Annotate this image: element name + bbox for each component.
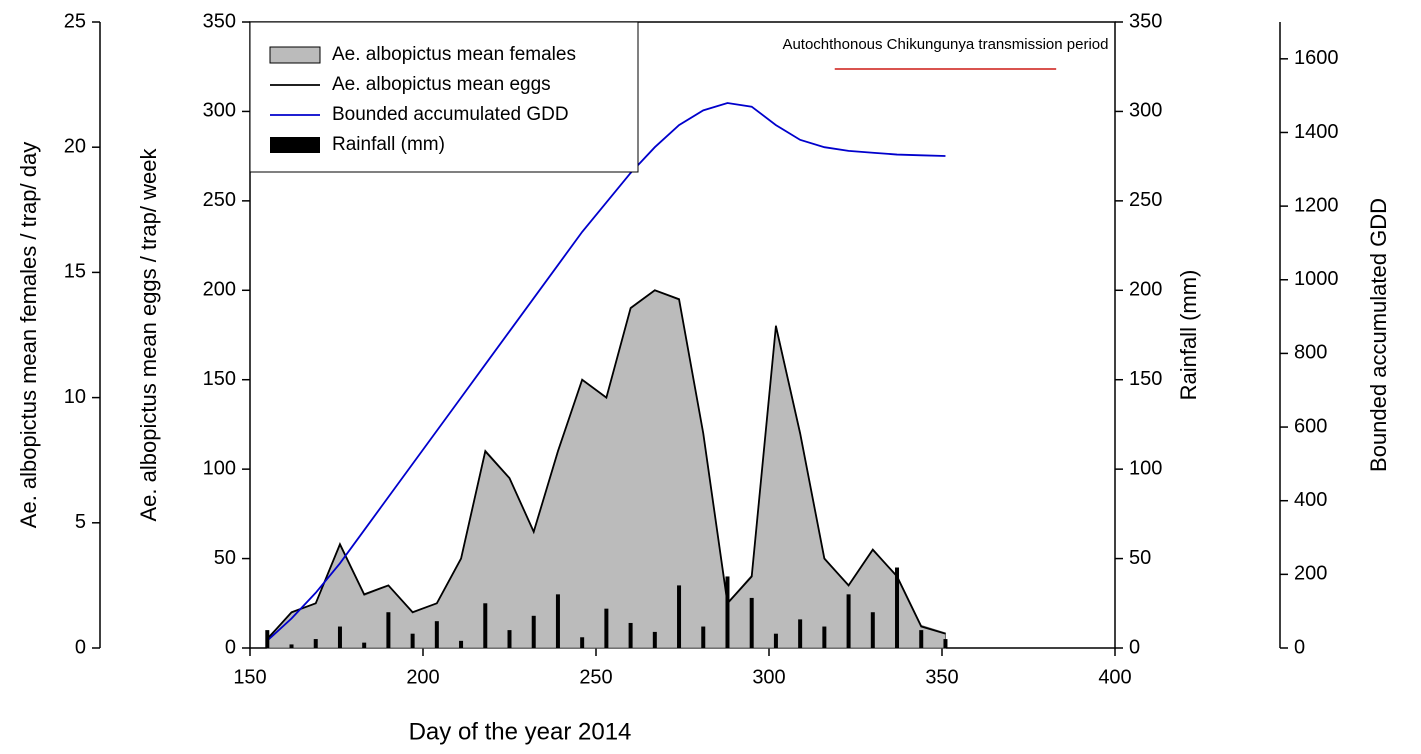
rain-bar — [847, 594, 851, 648]
rain-bar — [774, 634, 778, 648]
y-tick-label: 600 — [1294, 415, 1327, 437]
x-tick-label: 200 — [406, 666, 439, 688]
y-tick-label: 250 — [1129, 189, 1162, 211]
y-tick-label: 350 — [1129, 10, 1162, 32]
y-tick-label: 0 — [1129, 636, 1140, 658]
legend-swatch — [270, 47, 320, 63]
rain-bar — [483, 603, 487, 648]
x-tick-label: 300 — [752, 666, 785, 688]
y-tick-label: 150 — [203, 368, 236, 390]
rain-bar — [532, 616, 536, 648]
rain-bar — [459, 641, 463, 648]
rain-bar — [362, 643, 366, 648]
y-tick-label: 250 — [203, 189, 236, 211]
rain-bar — [653, 632, 657, 648]
y-tick-label: 0 — [75, 636, 86, 658]
rain-bar — [580, 637, 584, 648]
y-tick-label: 10 — [64, 386, 86, 408]
y-tick-label: 150 — [1129, 368, 1162, 390]
legend-label: Ae. albopictus mean eggs — [332, 74, 551, 95]
x-tick-label: 250 — [579, 666, 612, 688]
rain-bar — [338, 627, 342, 648]
annotation: Autochthonous Chikungunya transmission p… — [782, 36, 1108, 53]
x-tick-label: 400 — [1098, 666, 1131, 688]
y-tick-label: 50 — [214, 547, 236, 569]
legend-label: Ae. albopictus mean females — [332, 44, 576, 65]
rain-bar — [798, 619, 802, 648]
rain-bar — [508, 630, 512, 648]
rain-bar — [919, 630, 923, 648]
legend-label: Bounded accumulated GDD — [332, 104, 569, 125]
rain-bar — [604, 609, 608, 648]
y-tick-label: 1400 — [1294, 121, 1339, 143]
rain-bar — [701, 627, 705, 648]
y-tick-label: 300 — [1129, 100, 1162, 122]
legend: Ae. albopictus mean females Ae. albopictu… — [250, 22, 638, 172]
rain-bar — [629, 623, 633, 648]
y-tick-label: 5 — [75, 511, 86, 533]
y-axis-label: Ae. albopictus mean eggs / trap/ week — [136, 148, 161, 522]
y-tick-label: 400 — [1294, 489, 1327, 511]
y-tick-label: 300 — [203, 100, 236, 122]
y-tick-label: 0 — [225, 636, 236, 658]
y-tick-label: 200 — [1129, 279, 1162, 301]
y-tick-label: 25 — [64, 10, 86, 32]
rain-bar — [871, 612, 875, 648]
rain-bar — [265, 630, 269, 648]
y-tick-label: 20 — [64, 135, 86, 157]
females-area — [267, 290, 945, 648]
chart: Day of the year 2014 1502002503003504000… — [0, 0, 1421, 749]
y-tick-label: 1200 — [1294, 194, 1339, 216]
rain-bar — [314, 639, 318, 648]
rain-bar — [750, 598, 754, 648]
rain-bar — [822, 627, 826, 648]
x-tick-label: 150 — [233, 666, 266, 688]
y-tick-label: 1600 — [1294, 47, 1339, 69]
rain-bar — [943, 639, 947, 648]
y-tick-label: 0 — [1294, 636, 1305, 658]
y-tick-label: 1000 — [1294, 268, 1339, 290]
y-axis-label: Ae. albopictus mean females / trap/ day — [16, 142, 41, 528]
y-axis-label: Rainfall (mm) — [1176, 270, 1201, 401]
rain-bar — [895, 568, 899, 648]
y-tick-label: 350 — [203, 10, 236, 32]
rain-bar — [386, 612, 390, 648]
y-axis-label: Bounded accumulated GDD — [1366, 198, 1391, 472]
rain-bar — [556, 594, 560, 648]
y-tick-label: 200 — [1294, 563, 1327, 585]
legend-swatch — [270, 137, 320, 153]
rain-bar — [435, 621, 439, 648]
legend-label: Rainfall (mm) — [332, 134, 445, 155]
rain-bar — [677, 585, 681, 648]
rain-bar — [411, 634, 415, 648]
y-tick-label: 50 — [1129, 547, 1151, 569]
y-tick-label: 100 — [203, 457, 236, 479]
x-tick-label: 350 — [925, 666, 958, 688]
y-tick-label: 15 — [64, 261, 86, 283]
x-axis-label: Day of the year 2014 — [409, 718, 632, 745]
y-tick-label: 800 — [1294, 342, 1327, 364]
rain-bar — [725, 576, 729, 648]
y-tick-label: 100 — [1129, 457, 1162, 479]
page: {"chart_data": {"type": "multi-axis", "x… — [0, 0, 1421, 754]
y-tick-label: 200 — [203, 279, 236, 301]
rain-bar — [290, 644, 294, 648]
